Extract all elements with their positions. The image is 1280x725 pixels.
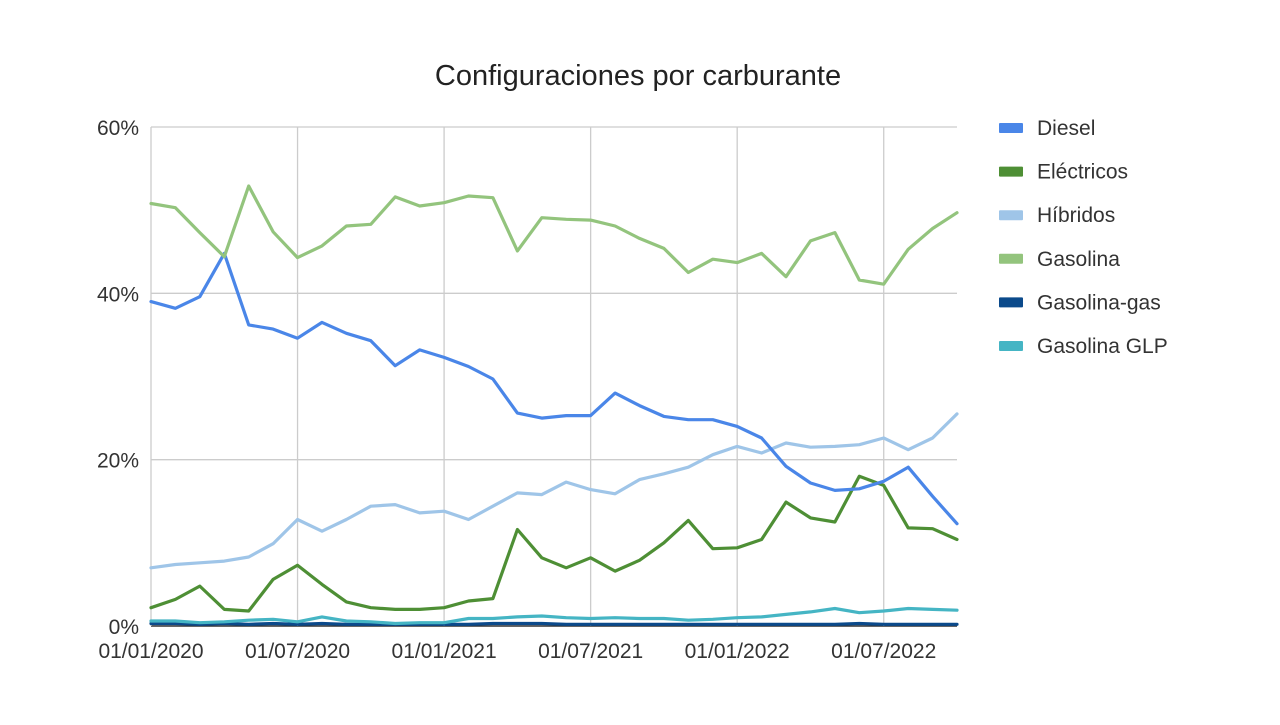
x-tick-label: 01/01/2022 — [685, 640, 790, 663]
y-tick-label: 0% — [109, 616, 139, 639]
legend-swatch-gasolina-gas — [999, 297, 1023, 308]
x-tick-label: 01/01/2020 — [98, 640, 203, 663]
grid-lines — [150, 126, 957, 627]
legend-swatch-gasolina — [999, 253, 1023, 264]
y-tick-label: 60% — [97, 117, 139, 140]
legend-swatch-gasolina-glp — [999, 341, 1023, 351]
legend-label-diesel: Diesel — [1037, 117, 1095, 140]
series-line-gasolina-glp — [149, 606, 959, 626]
legend-label-el-ctricos: Eléctricos — [1037, 161, 1128, 184]
y-tick-label: 40% — [97, 283, 139, 306]
legend-label-h-bridos: Híbridos — [1037, 204, 1115, 227]
series-line-el-ctricos — [149, 474, 959, 613]
series-line-gasolina — [149, 184, 959, 286]
x-tick-label: 01/01/2021 — [392, 640, 497, 663]
legend-label-gasolina-glp: Gasolina GLP — [1037, 335, 1168, 358]
legend: Diesel Eléctricos Híbridos Gasolina Gasolina… — [999, 117, 1168, 358]
axis-labels: 0% 20% 40% 60% 01/01/2020 01/07/2020 01/01/202… — [97, 117, 936, 663]
x-tick-label: 01/07/2022 — [831, 640, 936, 663]
legend-swatch-diesel — [999, 123, 1023, 133]
series-lines — [149, 184, 959, 626]
x-tick-label: 01/07/2020 — [245, 640, 350, 663]
series-line-h-bridos — [149, 412, 959, 570]
legend-swatch-h-bridos — [999, 210, 1023, 221]
x-tick-label: 01/07/2021 — [538, 640, 643, 663]
legend-label-gasolina: Gasolina — [1037, 248, 1120, 271]
chart-title: Configuraciones por carburante — [435, 60, 841, 92]
series-line-gasolina-gas — [149, 621, 959, 626]
legend-label-gasolina-gas: Gasolina-gas — [1037, 291, 1161, 314]
legend-swatch-el-ctricos — [999, 166, 1023, 177]
y-tick-label: 20% — [97, 450, 139, 473]
series-line-diesel — [149, 251, 959, 526]
